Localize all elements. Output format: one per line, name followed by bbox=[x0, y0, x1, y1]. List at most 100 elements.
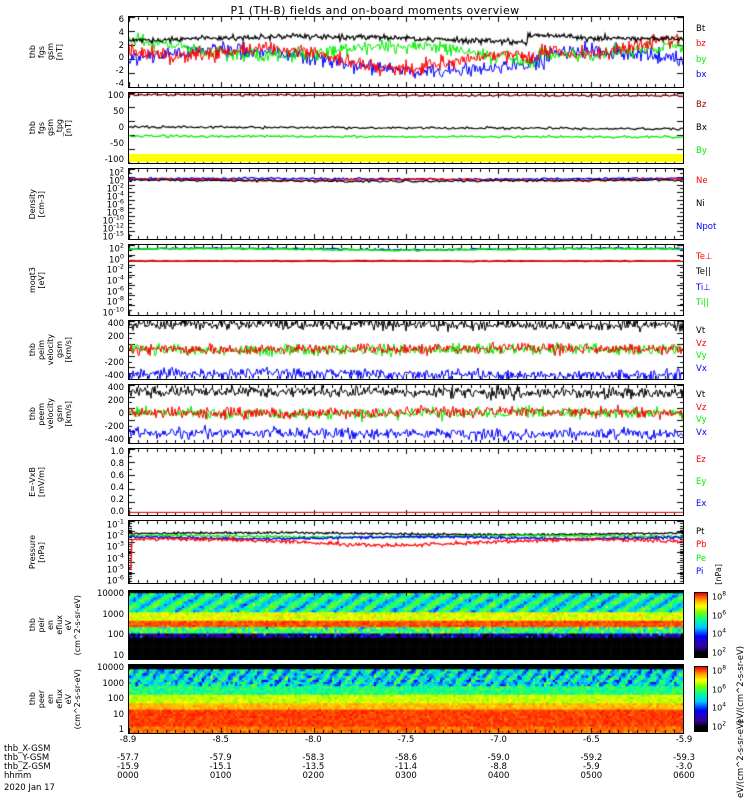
ylabel-fgs-gsm: thb fgs gsm [nT] bbox=[28, 16, 64, 88]
xaxis-value: 0000 bbox=[117, 771, 139, 781]
ytick-label: 10000 bbox=[96, 589, 124, 599]
ytick-label: 400 bbox=[107, 383, 124, 393]
ytick-label: 10-4 bbox=[106, 189, 124, 203]
ylabel-pressure: Pressure [nPa] bbox=[28, 520, 46, 584]
ylabel-part: gsm bbox=[46, 119, 55, 137]
ytick-label: 200 bbox=[107, 396, 124, 406]
ylabel-part: velocity bbox=[46, 334, 55, 366]
colorbar-tick-label: 108 bbox=[712, 664, 727, 676]
pressure-legend-unit: [nPa] bbox=[714, 563, 723, 585]
ytick-label: 0.8 bbox=[110, 459, 124, 469]
xaxis-row-label-1: thb_Y-GSM bbox=[4, 753, 50, 763]
ytick-label: 102 bbox=[109, 241, 124, 255]
ylabel-part: [cm-3] bbox=[37, 190, 46, 218]
ylabel-part: Pressure bbox=[28, 534, 37, 570]
plot-area-peir-en-eflux bbox=[129, 591, 683, 659]
legend-item-Vy: Vy bbox=[696, 415, 707, 426]
ytick-label: 100 bbox=[107, 91, 124, 101]
xtick-label: -8.9 bbox=[119, 735, 137, 745]
xaxis-value: -57.9 bbox=[209, 753, 232, 763]
legend-item-Vt: Vt bbox=[696, 389, 706, 400]
ytick-label: 10000 bbox=[96, 663, 124, 673]
colorbar-tick-label: 106 bbox=[712, 609, 727, 620]
ylabel-part: fgs bbox=[37, 121, 46, 135]
ylabel-part: _tpg bbox=[55, 119, 64, 137]
legend-item-Pb: Pb bbox=[696, 540, 707, 551]
ytick-label: 0 bbox=[118, 345, 124, 355]
legend-item-Te: Te⊥ bbox=[696, 251, 713, 262]
panel-fgs-gsm-tpg bbox=[128, 92, 684, 164]
ytick-label: 100 bbox=[107, 694, 124, 704]
page-title: P1 (TH-B) fields and on-board moments ov… bbox=[230, 4, 520, 17]
xaxis-value: -15.9 bbox=[117, 762, 139, 772]
panel-pressure bbox=[128, 520, 684, 584]
legend-item-Vx: Vx bbox=[696, 428, 707, 439]
colorbar-tick-label: 108 bbox=[712, 590, 727, 602]
xaxis-value: 0600 bbox=[673, 771, 695, 781]
xaxis-value: -11.4 bbox=[395, 762, 417, 772]
ytick-label: 100 bbox=[107, 630, 124, 641]
ylabel-part: eflux bbox=[55, 615, 64, 635]
xaxis-value: -58.6 bbox=[395, 753, 417, 763]
xaxis-value: -57.7 bbox=[117, 753, 139, 763]
ytick-label: 0 bbox=[118, 409, 124, 419]
panel-density bbox=[128, 168, 684, 240]
ytick-label: 10-10 bbox=[102, 213, 124, 227]
ytick-label: -400 bbox=[104, 435, 124, 445]
ytick-label: 10-8 bbox=[106, 294, 124, 308]
ytick-label: 0 bbox=[118, 53, 124, 64]
ylabel-part: E=-VxB bbox=[28, 467, 37, 497]
ylabel-part: [nPa] bbox=[37, 541, 46, 563]
xaxis-value: -58.3 bbox=[302, 753, 325, 763]
ylabel-part: peem bbox=[37, 402, 46, 426]
legend-item-Bx: Bx bbox=[696, 123, 707, 133]
legend-item-Vt: Vt bbox=[696, 325, 706, 336]
ytick-label: 400 bbox=[107, 319, 124, 329]
ylabel-part: eV bbox=[64, 619, 73, 631]
plot-area-fgs-gsm-tpg bbox=[129, 93, 683, 163]
ytick-label: -50 bbox=[110, 139, 124, 149]
legend-item-Pi: Pi bbox=[696, 567, 704, 578]
ytick-label: 10-4 bbox=[106, 551, 124, 565]
ylabel-part: gsm bbox=[46, 43, 55, 61]
ytick-label: 100 bbox=[109, 173, 124, 187]
ytick-label: -200 bbox=[104, 358, 124, 368]
legend-item-Bt: Bt bbox=[696, 23, 706, 34]
ylabel-part: thb bbox=[28, 692, 37, 706]
colorbar-tick-label: 102 bbox=[712, 720, 727, 732]
ytick-label: 4 bbox=[118, 27, 124, 38]
xtick-label: -6.5 bbox=[583, 735, 600, 745]
xaxis-value: -3.0 bbox=[675, 762, 693, 772]
legend-item-Ey: Ey bbox=[696, 477, 707, 487]
plot-area-peer-en-eflux bbox=[129, 665, 683, 733]
ytick-label: 10-15 bbox=[102, 229, 124, 243]
xaxis-value: -59.3 bbox=[673, 753, 695, 763]
xaxis-value: -15.1 bbox=[209, 762, 232, 772]
ytick-label: 10-2 bbox=[106, 181, 124, 195]
ytick-label: 200 bbox=[107, 332, 124, 342]
ytick-label: 1.0 bbox=[110, 447, 124, 457]
peir-colorbar bbox=[694, 592, 708, 658]
ytick-label: 0 bbox=[118, 123, 124, 133]
legend-item-Vz: Vz bbox=[696, 338, 707, 349]
plot-area-efield bbox=[129, 449, 683, 515]
ytick-label: -2 bbox=[115, 66, 124, 77]
colorbar-tick-label: 104 bbox=[712, 628, 727, 639]
legend-item-Vz: Vz bbox=[696, 402, 707, 413]
ytick-label: 10-5 bbox=[106, 562, 124, 576]
ylabel-peim-velocity: thb peim velocity gsm [km/s] bbox=[28, 320, 73, 380]
xtick-label: -5.9 bbox=[675, 735, 693, 745]
plot-area-peem-velocity bbox=[129, 385, 683, 443]
xaxis-value: -8.8 bbox=[490, 762, 507, 772]
colorbar-tick-label: 106 bbox=[712, 683, 727, 694]
plot-area-fgs-gsm bbox=[129, 17, 683, 87]
ylabel-part: en bbox=[46, 694, 55, 704]
ytick-label: 10-4 bbox=[106, 273, 124, 287]
xaxis-value: 0500 bbox=[580, 771, 603, 781]
ytick-label: 10-6 bbox=[106, 197, 124, 211]
colorbar-tick-label: 102 bbox=[712, 646, 727, 658]
ylabel-part: thb bbox=[28, 618, 37, 632]
ylabel-part: gsm bbox=[55, 341, 64, 359]
ylabel-part: thb bbox=[28, 407, 37, 421]
